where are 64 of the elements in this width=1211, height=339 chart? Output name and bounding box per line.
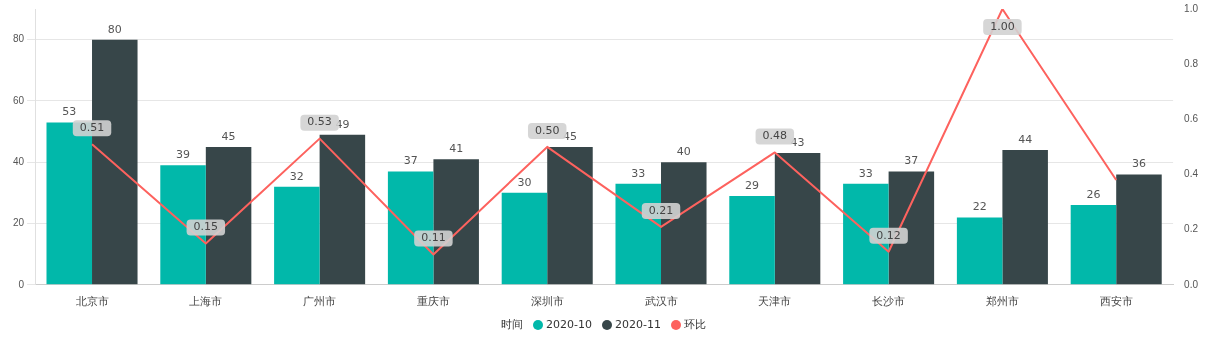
data-label: 0.12 — [876, 228, 901, 242]
data-label: 0.48 — [762, 129, 788, 143]
legend-title: 时间 — [501, 316, 524, 332]
data-label: 0.15 — [193, 220, 219, 234]
data-label: 36 — [1131, 157, 1146, 171]
y2-tick-label: 1.0 — [1184, 2, 1199, 14]
x-tick-label: 北京市 — [75, 295, 109, 308]
data-label: 37 — [904, 154, 919, 168]
x-tick-label: 长沙市 — [872, 295, 906, 308]
data-label: 29 — [745, 178, 760, 192]
data-label: 0.53 — [307, 115, 332, 129]
data-label: 32 — [289, 169, 304, 183]
data-label: 22 — [972, 200, 987, 214]
x-tick-label: 天津市 — [758, 295, 792, 308]
data-label: 0.11 — [421, 231, 446, 245]
data-label: 45 — [221, 129, 236, 143]
data-label: 44 — [1018, 132, 1033, 146]
bar — [729, 195, 775, 285]
bar — [1070, 205, 1117, 285]
data-label: 1.00 — [990, 19, 1015, 33]
data-label: 0.51 — [79, 121, 105, 134]
legend-label: 2020-10 — [545, 317, 592, 331]
x-tick-label: 上海市 — [189, 295, 223, 308]
x-tick-label: 武汉市 — [644, 295, 678, 308]
bar — [501, 192, 548, 285]
y2-tick-label: 0.2 — [1184, 223, 1199, 235]
x-tick-label: 郑州市 — [985, 295, 1019, 308]
y2-tick-label: 0.8 — [1184, 57, 1199, 69]
data-label: 37 — [403, 154, 418, 168]
bar — [1002, 149, 1048, 285]
data-label: 33 — [858, 166, 873, 180]
bar — [956, 217, 1003, 285]
bar — [774, 153, 821, 285]
data-label: 30 — [517, 175, 532, 189]
y-tick-label: 60 — [13, 94, 25, 106]
y-tick-label: 80 — [13, 33, 25, 45]
data-label: 41 — [449, 142, 464, 156]
data-label: 0.50 — [534, 123, 560, 137]
data-label: 0.21 — [648, 203, 674, 217]
legend-label: 环比 — [682, 316, 706, 332]
bar — [319, 134, 366, 285]
data-label: 53 — [62, 105, 77, 119]
y-tick-label: 0 — [18, 278, 25, 290]
data-label: 49 — [335, 117, 350, 131]
legend-label: 2020-11 — [614, 317, 661, 331]
bar — [274, 186, 320, 285]
x-tick-label: 西安市 — [1099, 295, 1133, 308]
x-tick-label: 深圳市 — [530, 295, 564, 308]
y-tick-label: 20 — [13, 217, 25, 229]
y2-tick-label: 0.0 — [1184, 278, 1199, 290]
bar — [1116, 174, 1162, 285]
data-label: 33 — [631, 166, 646, 180]
y2-tick-label: 0.4 — [1184, 168, 1199, 180]
data-label: 40 — [676, 145, 691, 159]
data-label: 45 — [562, 129, 577, 143]
y2-tick-label: 0.6 — [1184, 113, 1199, 125]
data-label: 39 — [176, 148, 191, 162]
data-label: 26 — [1086, 187, 1101, 201]
x-tick-label: 重庆市 — [416, 295, 450, 308]
x-tick-label: 广州市 — [303, 295, 337, 308]
bar — [547, 146, 593, 285]
data-label: 43 — [790, 135, 805, 149]
data-label: 80 — [107, 22, 122, 36]
y-tick-label: 40 — [13, 155, 25, 167]
